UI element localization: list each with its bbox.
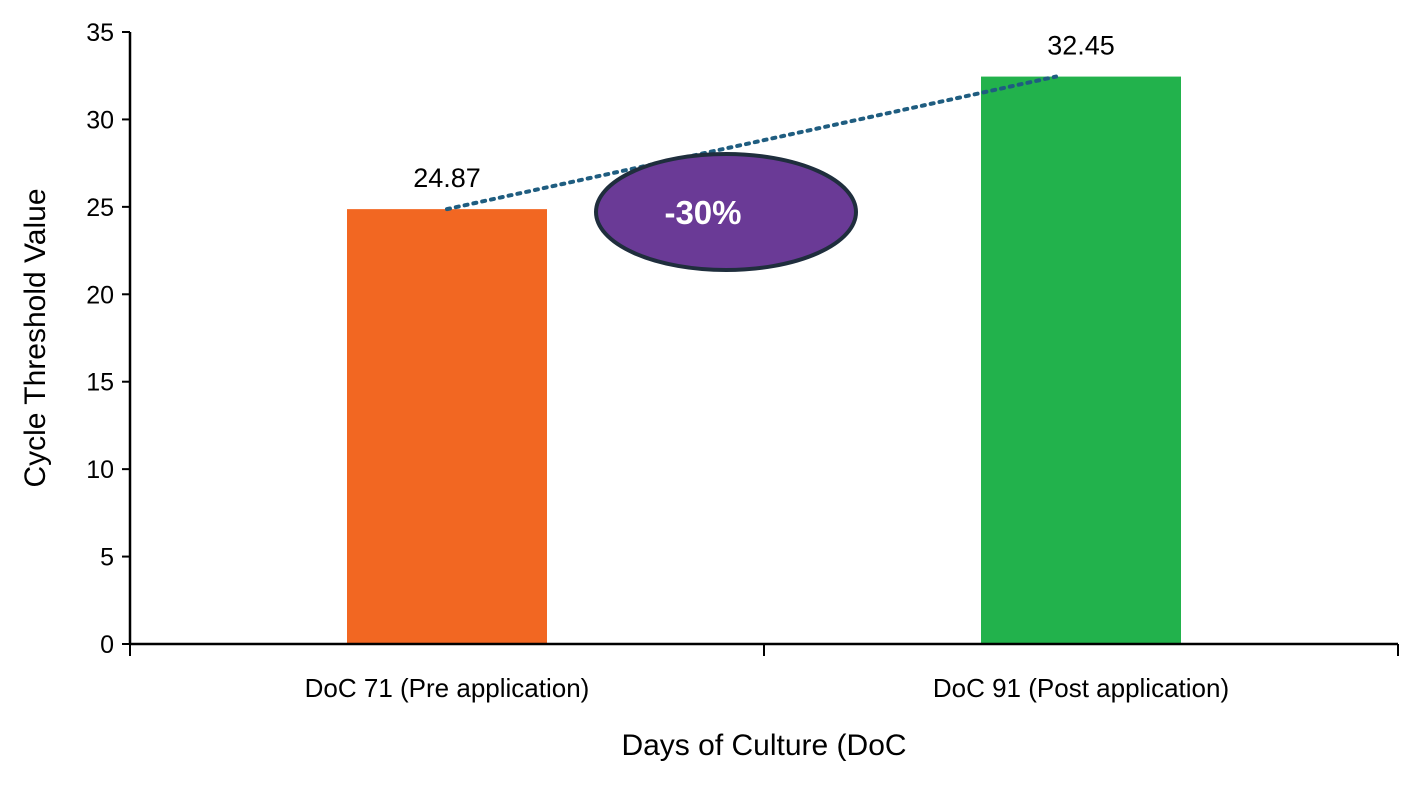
change-callout-text: -30% <box>664 194 741 231</box>
x-axis-title: Days of Culture (DoC <box>621 729 906 762</box>
bar-1 <box>347 209 547 644</box>
change-callout-ellipse <box>594 152 858 272</box>
data-label: 24.87 <box>413 163 481 193</box>
y-tick-label: 15 <box>86 369 114 397</box>
y-axis-title: Cycle Threshold Value <box>19 188 52 487</box>
data-label: 32.45 <box>1047 31 1115 61</box>
y-tick-label: 20 <box>86 281 114 309</box>
trend-connector-line <box>445 74 1058 212</box>
y-tick-label: 0 <box>100 631 114 659</box>
bar-2 <box>981 76 1181 645</box>
y-tick-label: 35 <box>86 19 114 47</box>
y-tick-label: 5 <box>100 544 114 572</box>
x-category-label: DoC 71 (Pre application) <box>305 673 590 703</box>
y-tick-label: 30 <box>86 106 114 134</box>
y-tick-label: 25 <box>86 194 114 222</box>
x-category-label: DoC 91 (Post application) <box>933 673 1229 703</box>
y-tick-label: 10 <box>86 456 114 484</box>
